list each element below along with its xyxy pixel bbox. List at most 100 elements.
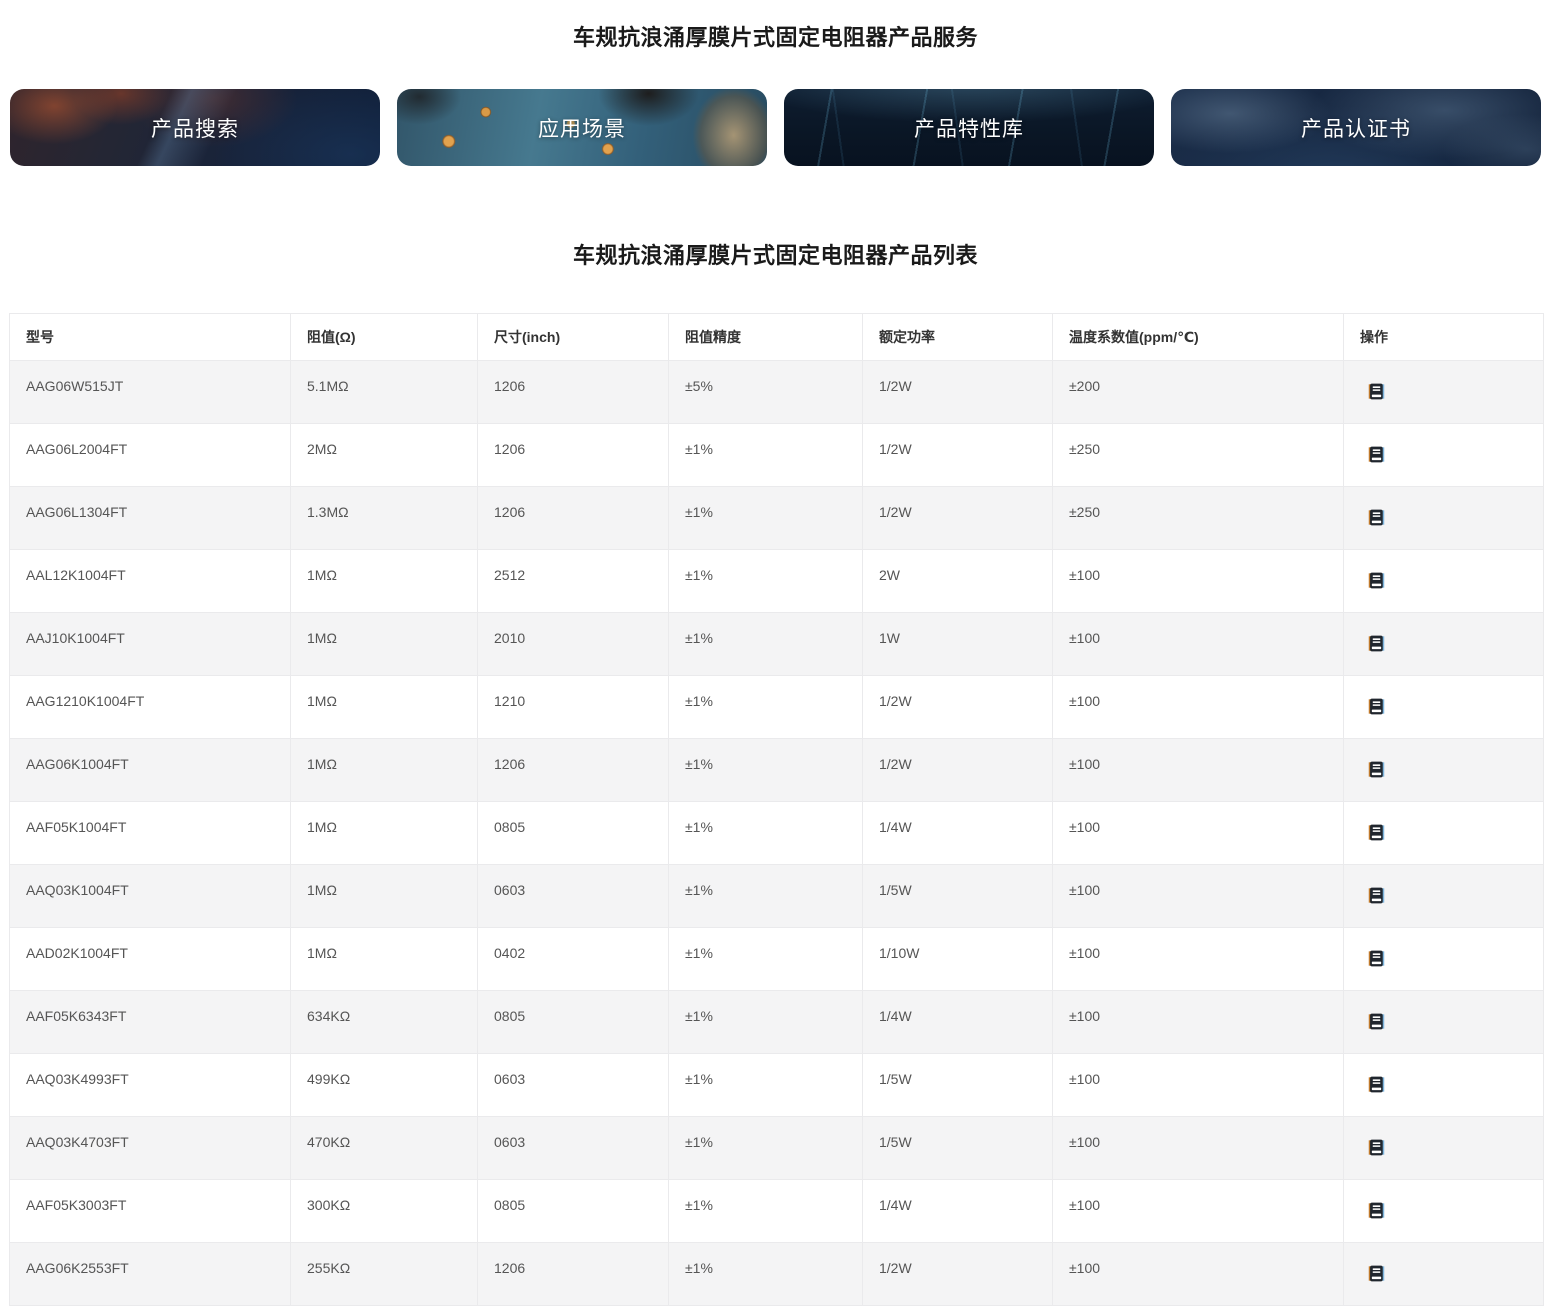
cell-tcr: ±100: [1052, 675, 1344, 739]
cell-model: AAL12K1004FT: [9, 549, 291, 613]
view-detail-button[interactable]: [1368, 383, 1385, 400]
cell-precision: ±1%: [668, 1179, 863, 1243]
col-header-operation: 操作: [1343, 313, 1544, 361]
cell-resistance: 1MΩ: [290, 612, 478, 676]
table-row: AAF05K1004FT 1MΩ 0805 ±1% 1/4W ±100: [9, 801, 1544, 865]
view-detail-button[interactable]: [1368, 824, 1385, 841]
view-detail-button[interactable]: [1368, 1265, 1385, 1282]
cell-operation: [1343, 1179, 1544, 1243]
cell-model: AAG1210K1004FT: [9, 675, 291, 739]
nav-banner-row: 产品搜索 应用场景 产品特性库 产品认证书: [10, 89, 1541, 166]
view-detail-button[interactable]: [1368, 635, 1385, 652]
cell-power: 1/2W: [862, 738, 1053, 802]
cell-tcr: ±100: [1052, 1242, 1344, 1306]
table-row: AAF05K3003FT 300KΩ 0805 ±1% 1/4W ±100: [9, 1179, 1544, 1243]
table-row: AAJ10K1004FT 1MΩ 2010 ±1% 1W ±100: [9, 612, 1544, 676]
col-header-model: 型号: [9, 313, 291, 361]
view-detail-button[interactable]: [1368, 446, 1385, 463]
view-detail-button[interactable]: [1368, 572, 1385, 589]
cell-tcr: ±100: [1052, 1179, 1344, 1243]
cell-operation: [1343, 801, 1544, 865]
cell-resistance: 1MΩ: [290, 801, 478, 865]
cell-precision: ±1%: [668, 423, 863, 487]
cell-power: 1/5W: [862, 1116, 1053, 1180]
cell-operation: [1343, 1242, 1544, 1306]
cell-model: AAF05K1004FT: [9, 801, 291, 865]
view-detail-button[interactable]: [1368, 509, 1385, 526]
notebook-icon: [1368, 572, 1385, 589]
col-header-resistance: 阻值(Ω): [290, 313, 478, 361]
cell-model: AAQ03K1004FT: [9, 864, 291, 928]
cell-size: 0402: [477, 927, 669, 991]
cell-tcr: ±200: [1052, 360, 1344, 424]
cell-precision: ±1%: [668, 612, 863, 676]
cell-power: 1/2W: [862, 360, 1053, 424]
banner-product-certificates[interactable]: 产品认证书: [1171, 89, 1541, 166]
banner-product-search-label: 产品搜索: [151, 117, 239, 141]
cell-precision: ±1%: [668, 1053, 863, 1117]
cell-precision: ±1%: [668, 864, 863, 928]
cell-tcr: ±100: [1052, 801, 1344, 865]
view-detail-button[interactable]: [1368, 1139, 1385, 1156]
page-title: 车规抗浪涌厚膜片式固定电阻器产品服务: [572, 25, 978, 50]
banner-product-certificates-label: 产品认证书: [1301, 117, 1411, 141]
cell-operation: [1343, 738, 1544, 802]
view-detail-button[interactable]: [1368, 1076, 1385, 1093]
cell-power: 1/4W: [862, 1179, 1053, 1243]
banner-product-feature-library-label: 产品特性库: [914, 117, 1024, 141]
cell-operation: [1343, 549, 1544, 613]
table-row: AAG06L2004FT 2MΩ 1206 ±1% 1/2W ±250: [9, 423, 1544, 487]
cell-operation: [1343, 927, 1544, 991]
notebook-icon: [1368, 824, 1385, 841]
product-table-wrap: 型号 阻值(Ω) 尺寸(inch) 阻值精度 额定功率 温度系数值(ppm/℃)…: [9, 313, 1544, 1306]
cell-model: AAG06K2553FT: [9, 1242, 291, 1306]
cell-precision: ±1%: [668, 486, 863, 550]
table-row: AAQ03K4993FT 499KΩ 0603 ±1% 1/5W ±100: [9, 1053, 1544, 1117]
cell-tcr: ±100: [1052, 612, 1344, 676]
cell-tcr: ±100: [1052, 990, 1344, 1054]
view-detail-button[interactable]: [1368, 1013, 1385, 1030]
cell-power: 1W: [862, 612, 1053, 676]
notebook-icon: [1368, 887, 1385, 904]
notebook-icon: [1368, 950, 1385, 967]
cell-operation: [1343, 486, 1544, 550]
cell-resistance: 5.1MΩ: [290, 360, 478, 424]
cell-size: 1206: [477, 423, 669, 487]
cell-operation: [1343, 675, 1544, 739]
cell-power: 2W: [862, 549, 1053, 613]
cell-resistance: 634KΩ: [290, 990, 478, 1054]
notebook-icon: [1368, 383, 1385, 400]
table-row: AAG06W515JT 5.1MΩ 1206 ±5% 1/2W ±200: [9, 360, 1544, 424]
col-header-precision: 阻值精度: [668, 313, 863, 361]
view-detail-button[interactable]: [1368, 950, 1385, 967]
cell-model: AAD02K1004FT: [9, 927, 291, 991]
cell-resistance: 470KΩ: [290, 1116, 478, 1180]
banner-product-search[interactable]: 产品搜索: [10, 89, 380, 166]
col-header-tcr: 温度系数值(ppm/℃): [1052, 313, 1344, 361]
table-row: AAG06K1004FT 1MΩ 1206 ±1% 1/2W ±100: [9, 738, 1544, 802]
cell-model: AAG06L1304FT: [9, 486, 291, 550]
cell-size: 0603: [477, 864, 669, 928]
table-row: AAF05K6343FT 634KΩ 0805 ±1% 1/4W ±100: [9, 990, 1544, 1054]
cell-model: AAF05K6343FT: [9, 990, 291, 1054]
cell-tcr: ±250: [1052, 486, 1344, 550]
view-detail-button[interactable]: [1368, 761, 1385, 778]
cell-precision: ±1%: [668, 990, 863, 1054]
cell-operation: [1343, 612, 1544, 676]
cell-power: 1/2W: [862, 1242, 1053, 1306]
view-detail-button[interactable]: [1368, 698, 1385, 715]
cell-model: AAF05K3003FT: [9, 1179, 291, 1243]
cell-size: 0603: [477, 1116, 669, 1180]
cell-precision: ±1%: [668, 801, 863, 865]
banner-product-feature-library[interactable]: 产品特性库: [784, 89, 1154, 166]
cell-precision: ±1%: [668, 927, 863, 991]
notebook-icon: [1368, 1139, 1385, 1156]
cell-resistance: 255KΩ: [290, 1242, 478, 1306]
cell-precision: ±1%: [668, 1242, 863, 1306]
banner-application-scenarios[interactable]: 应用场景: [397, 89, 767, 166]
cell-model: AAJ10K1004FT: [9, 612, 291, 676]
cell-resistance: 499KΩ: [290, 1053, 478, 1117]
view-detail-button[interactable]: [1368, 887, 1385, 904]
view-detail-button[interactable]: [1368, 1202, 1385, 1219]
cell-power: 1/10W: [862, 927, 1053, 991]
